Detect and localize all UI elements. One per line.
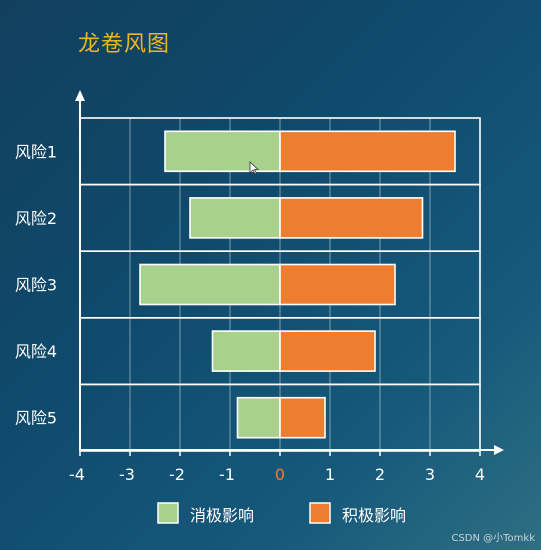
positive-bar	[279, 396, 326, 439]
labels-layer: 风险1 风险2 风险3 风险4 风险5 -4 -3 -2 -1 0 1 2 3 4	[15, 142, 485, 484]
negative-bar	[236, 396, 281, 439]
negative-bar	[139, 263, 281, 306]
legend: 消极影响 积极影响	[157, 502, 406, 525]
chart-title: 龙卷风图	[78, 32, 171, 57]
legend-swatch	[157, 502, 179, 524]
x-axis-arrow-icon	[494, 445, 504, 455]
category-label: 风险1	[15, 142, 57, 161]
negative-bar	[164, 130, 281, 173]
legend-swatch	[309, 502, 331, 524]
axis-layer	[75, 90, 504, 456]
positive-bar	[279, 263, 396, 306]
negative-bar	[189, 197, 281, 239]
positive-bar	[279, 130, 456, 173]
category-label: 风险4	[15, 342, 57, 361]
x-tick-label: -2	[169, 465, 185, 484]
mouse-cursor-icon	[249, 161, 259, 175]
x-tick-label: 0	[275, 465, 285, 484]
positive-bar	[279, 330, 376, 372]
legend-label: 消极影响	[190, 506, 254, 525]
category-label: 风险5	[15, 409, 57, 428]
x-tick-label: 4	[475, 465, 485, 484]
x-tick-label: -3	[119, 465, 135, 484]
x-tick-label: 3	[425, 465, 435, 484]
x-tick-label: -4	[69, 465, 85, 484]
legend-label: 积极影响	[342, 506, 406, 525]
category-label: 风险2	[15, 209, 57, 228]
negative-bar	[211, 330, 281, 372]
watermark: CSDN @小Tomkk	[451, 533, 535, 544]
x-tick-label: 1	[325, 465, 335, 484]
positive-bar	[279, 197, 424, 239]
category-label: 风险3	[15, 276, 57, 295]
x-tick-label: -1	[219, 465, 235, 484]
y-axis-arrow-icon	[75, 90, 85, 101]
x-tick-label: 2	[375, 465, 385, 484]
bars-layer	[139, 130, 456, 439]
